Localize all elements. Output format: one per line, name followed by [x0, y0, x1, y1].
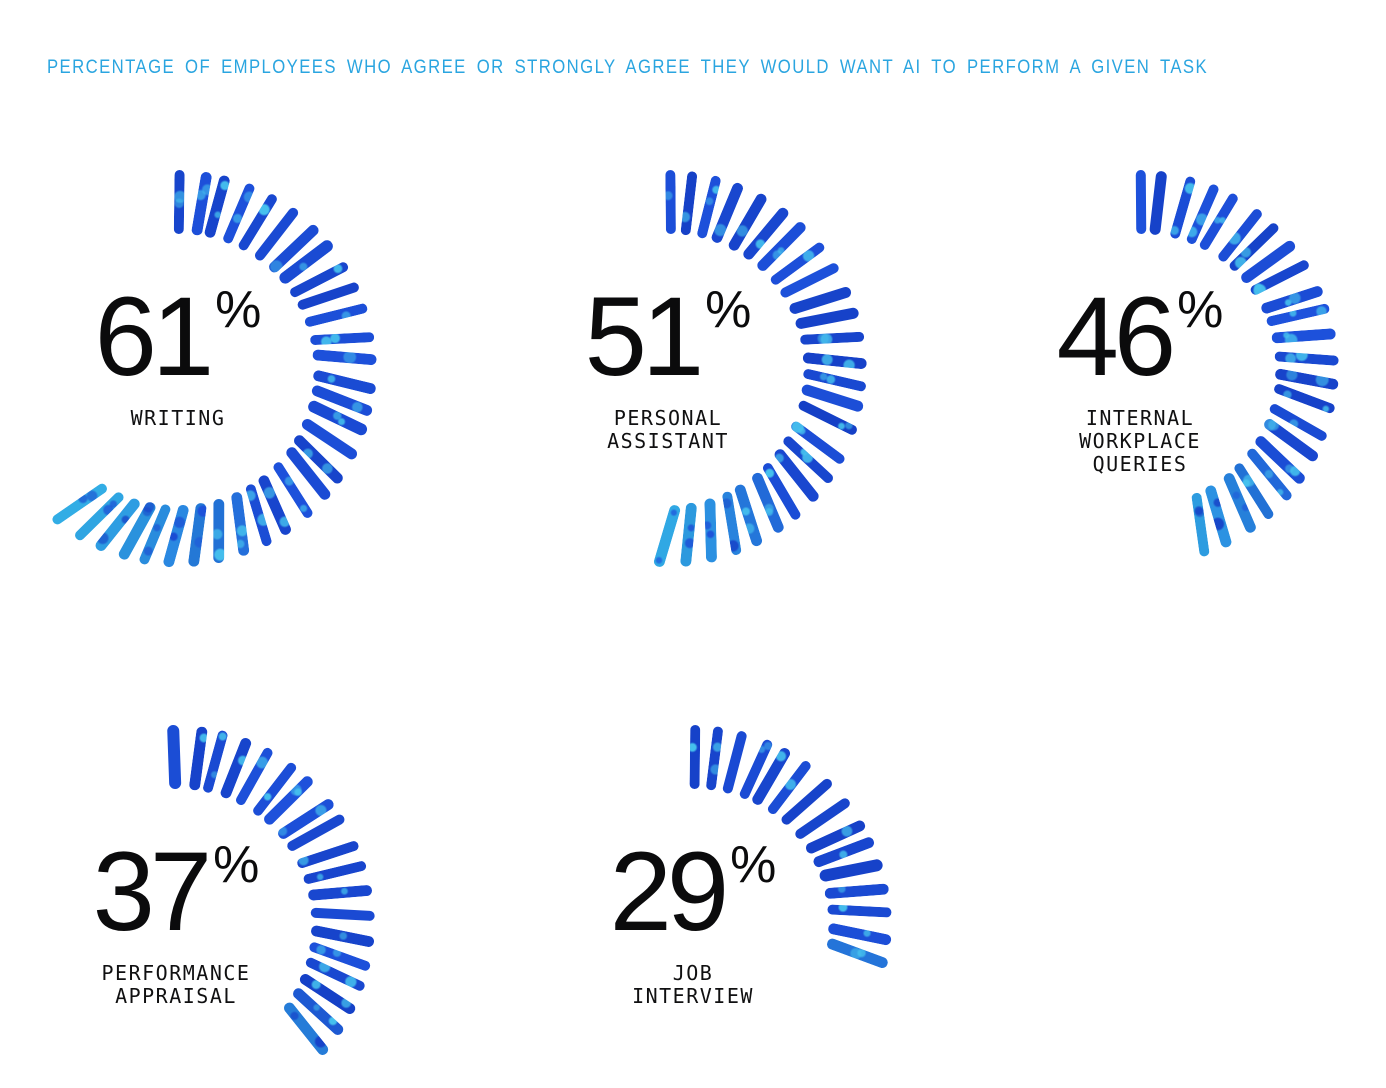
- gauge-label-line: INTERNAL: [1085, 406, 1195, 430]
- gauge-label-line: JOB: [672, 961, 714, 985]
- tick: [704, 498, 718, 563]
- tick: [187, 502, 208, 568]
- gauge-value-group: 51%: [458, 281, 878, 393]
- gauge-value: 37: [92, 829, 213, 954]
- tick: [665, 169, 677, 235]
- gauge-label-line: INTERVIEW: [632, 984, 754, 1008]
- gauge-value: 51: [584, 274, 705, 399]
- gauge-personal-assistant: 51% PERSONAL ASSISTANT: [458, 159, 878, 639]
- percent-sign: %: [213, 836, 260, 894]
- gauge-label-line: APPRAISAL: [115, 984, 237, 1008]
- percent-sign: %: [705, 281, 752, 339]
- percent-sign: %: [730, 836, 777, 894]
- gauge-internal-workplace-queries: 46% INTERNAL WORKPLACE QUERIES: [930, 159, 1350, 639]
- gauge-label: JOB INTERVIEW: [483, 962, 903, 1008]
- gauge-value: 46: [1056, 274, 1177, 399]
- gauge-label-line: ASSISTANT: [607, 429, 729, 453]
- tick: [652, 503, 682, 569]
- tick: [680, 170, 698, 236]
- gauge-label: PERSONAL ASSISTANT: [458, 407, 878, 453]
- tick: [230, 491, 250, 557]
- gauge-performance-appraisal: 37% PERFORMANCE APPRAISAL: [0, 714, 386, 1088]
- gauge-label: INTERNAL WORKPLACE QUERIES: [930, 407, 1350, 476]
- gauge-label-line: PERFORMANCE: [101, 961, 251, 985]
- percent-sign: %: [1177, 281, 1224, 339]
- tick: [705, 726, 724, 791]
- gauge-label-line: WRITING: [130, 406, 226, 430]
- tick: [680, 502, 698, 568]
- gauge-value: 29: [609, 829, 730, 954]
- gauge-label-line: PERSONAL: [613, 406, 723, 430]
- gauge-value-group: 29%: [483, 836, 903, 948]
- tick: [1191, 492, 1210, 558]
- tick: [173, 169, 186, 235]
- gauge-label: WRITING: [0, 407, 388, 430]
- tick: [212, 498, 225, 564]
- tick: [689, 724, 701, 790]
- gauge-value-group: 61%: [0, 281, 388, 393]
- chart-title: PERCENTAGE OF EMPLOYEES WHO AGREE OR STR…: [47, 57, 1209, 78]
- percent-sign: %: [215, 281, 262, 339]
- gauge-label: PERFORMANCE APPRAISAL: [0, 962, 386, 1008]
- gauge-writing: 61% WRITING: [0, 159, 388, 639]
- gauge-value-group: 37%: [0, 836, 386, 948]
- tick: [1135, 169, 1147, 235]
- gauge-value: 61: [94, 274, 215, 399]
- gauge-label-line: WORKPLACE: [1079, 429, 1201, 453]
- gauge-job-interview: 29% JOB INTERVIEW: [483, 714, 903, 1088]
- tick: [1149, 170, 1168, 236]
- gauge-value-group: 46%: [930, 281, 1350, 393]
- tick: [1203, 484, 1233, 549]
- tick: [167, 724, 181, 790]
- gauge-label-line: QUERIES: [1092, 452, 1188, 476]
